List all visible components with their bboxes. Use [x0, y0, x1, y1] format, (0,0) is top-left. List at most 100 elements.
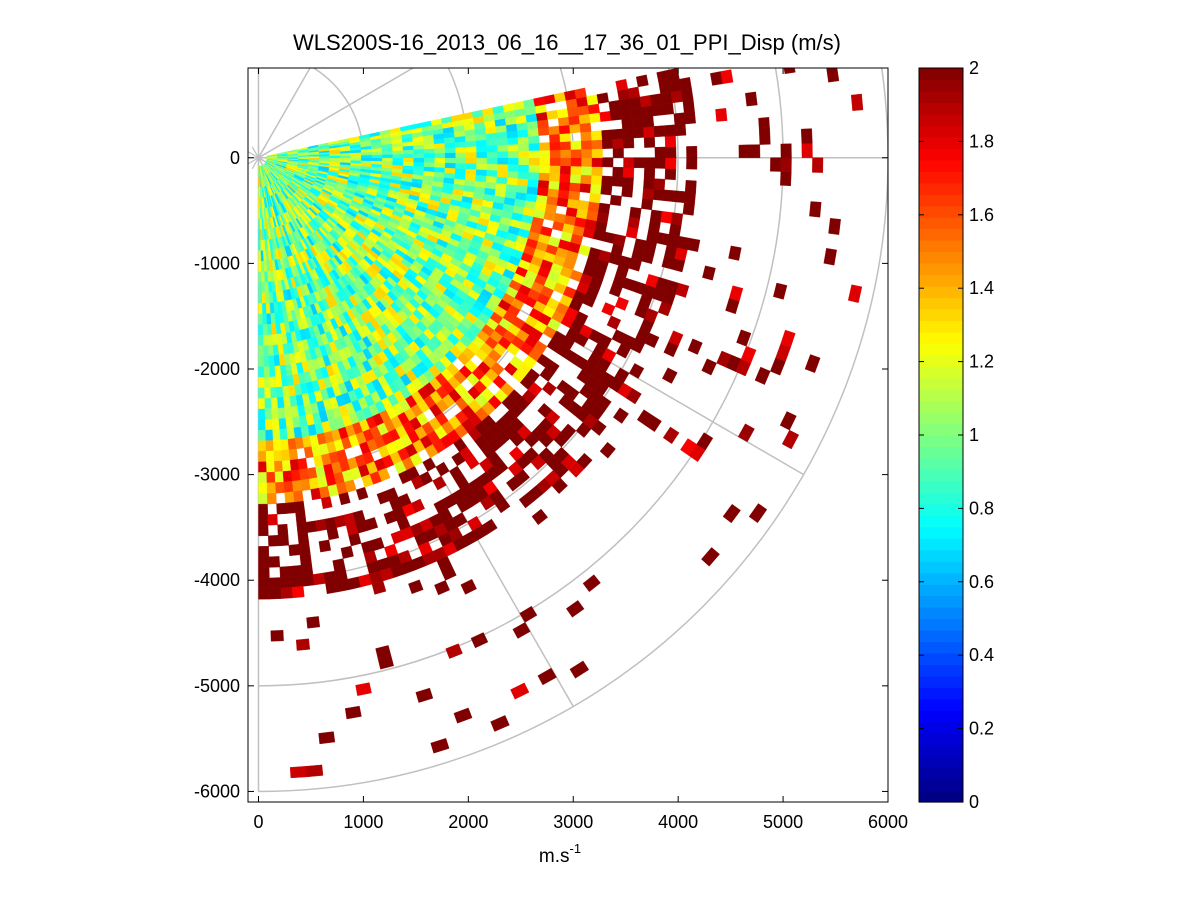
colorbar-swatch	[919, 538, 963, 551]
scan-cell	[496, 170, 509, 178]
scan-cell	[269, 577, 282, 589]
scan-cell	[382, 157, 394, 162]
scan-cell	[272, 439, 282, 452]
scan-cell	[495, 182, 508, 191]
scan-cell	[526, 186, 539, 195]
scan-cell	[568, 190, 581, 201]
scan-cell	[749, 144, 761, 159]
scan-cell	[660, 211, 673, 224]
origin-spoke	[258, 150, 270, 159]
scan-cell	[517, 129, 529, 138]
scan-cell	[570, 140, 582, 150]
scan-cell	[653, 125, 666, 138]
colorbar-swatch	[919, 607, 963, 620]
x-tick-label: 2000	[448, 812, 488, 832]
scan-cell	[402, 153, 415, 159]
scan-cell	[381, 160, 393, 166]
scan-cell	[377, 655, 394, 670]
scan-cell	[350, 157, 362, 161]
scan-cell	[779, 411, 797, 431]
colorbar-swatch	[919, 664, 963, 677]
scan-cell	[518, 164, 530, 173]
scan-cell	[780, 143, 792, 159]
scan-cell	[847, 284, 863, 303]
colorbar-swatch	[919, 503, 963, 516]
scan-cell	[596, 211, 609, 224]
colorbar-swatch	[919, 744, 963, 757]
scan-cell	[455, 157, 467, 164]
scan-cell	[528, 142, 540, 151]
scan-cell	[537, 187, 549, 197]
colorbar-swatch	[919, 595, 963, 608]
scan-cell	[258, 408, 266, 420]
scan-cell	[539, 164, 551, 174]
scan-cell	[528, 150, 540, 159]
scan-cell	[453, 707, 473, 724]
plot-area: 0 1000 2000 3000 4000 5000 6000 0 -1000 -2000 -30…	[194, 67, 908, 832]
scan-cell	[539, 149, 551, 159]
colorbar-swatch	[919, 618, 963, 631]
scan-cell	[293, 490, 304, 503]
scan-cell	[654, 146, 666, 159]
scan-cell	[628, 363, 645, 379]
scan-cell	[517, 136, 530, 145]
scan-cell	[626, 388, 642, 405]
scan-cell	[675, 282, 690, 298]
scan-cell	[748, 503, 768, 524]
scan-cell	[268, 556, 281, 568]
scan-cell	[258, 271, 262, 283]
scan-cell	[258, 324, 264, 336]
scan-cell	[611, 176, 624, 187]
scan-cell	[546, 109, 559, 120]
scan-cell	[434, 580, 450, 596]
scan-cell	[577, 199, 590, 211]
scan-cell	[402, 149, 414, 155]
scan-cell	[312, 572, 326, 586]
scan-cell	[687, 237, 701, 252]
scan-cell	[265, 419, 273, 431]
scan-cell	[548, 180, 560, 190]
scan-cell	[271, 408, 280, 420]
scan-cell	[641, 105, 654, 118]
scan-cell	[589, 192, 601, 204]
scan-cell	[258, 482, 268, 494]
colorbar-swatch	[919, 400, 963, 413]
colorbar-swatch	[919, 733, 963, 746]
scan-cell	[528, 135, 540, 144]
scan-cell	[269, 365, 276, 378]
scan-cell	[443, 172, 456, 179]
scan-cell	[539, 157, 551, 166]
scan-cell	[305, 520, 318, 533]
scan-cell	[591, 157, 603, 168]
scan-cell	[269, 587, 282, 600]
scan-cell	[606, 315, 622, 330]
scan-cell	[465, 146, 477, 153]
origin-spoke	[248, 157, 259, 165]
scan-cell	[528, 157, 540, 166]
scan-cell	[516, 184, 528, 194]
scan-cell	[740, 346, 757, 364]
scan-cell	[538, 172, 551, 182]
scan-cell	[258, 334, 264, 347]
scan-cell	[505, 183, 518, 193]
colorbar-swatch	[919, 354, 963, 367]
scan-cell	[476, 145, 488, 153]
scan-cells	[258, 68, 864, 779]
scan-cell	[574, 311, 589, 325]
colorbar-tick-label: 1.2	[969, 352, 994, 372]
scan-cell	[587, 103, 600, 115]
scan-cell	[338, 492, 351, 506]
scan-cell	[466, 151, 477, 159]
chart-title: WLS200S-16_2013_06_16__17_36_01_PPI_Disp…	[293, 30, 841, 55]
colorbar-swatch	[919, 262, 963, 276]
scan-cell	[270, 630, 284, 642]
scan-cell	[545, 359, 560, 375]
scan-cell	[278, 418, 288, 430]
scan-cell	[280, 587, 294, 599]
scan-cell	[319, 157, 330, 160]
scan-cell	[297, 532, 310, 545]
scan-cell	[295, 638, 311, 651]
colorbar-swatch	[919, 251, 963, 264]
scan-cell	[549, 172, 561, 182]
scan-cell	[268, 535, 279, 547]
